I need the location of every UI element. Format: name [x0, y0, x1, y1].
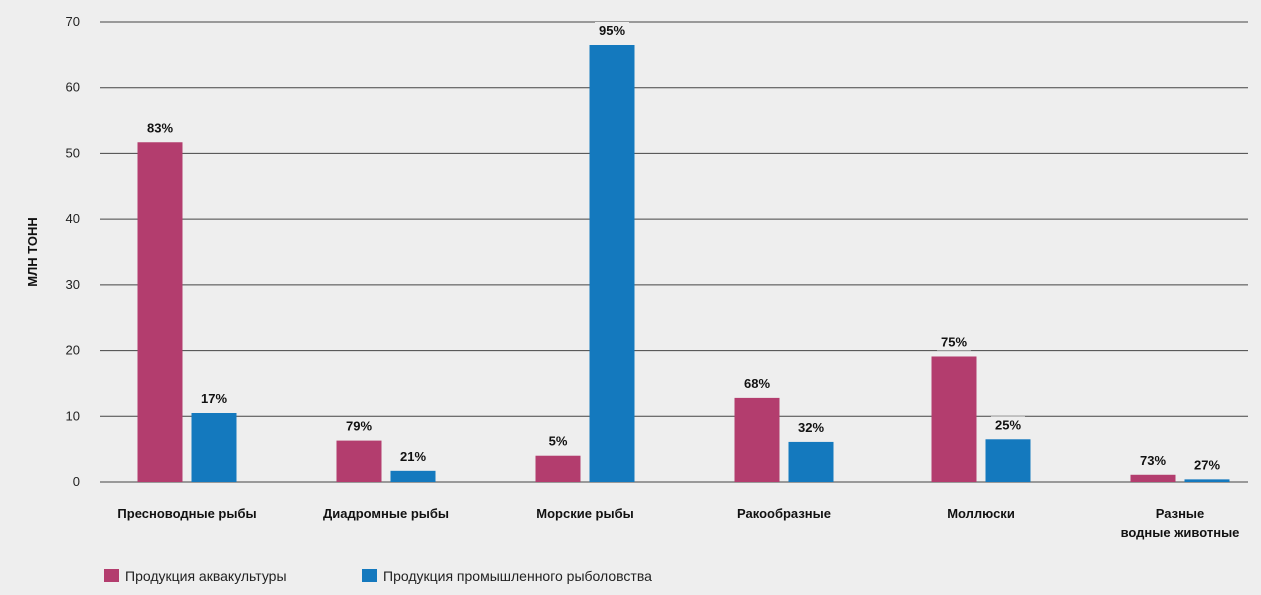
data-label-background: [143, 119, 177, 137]
data-label: 83%: [147, 120, 173, 135]
data-label-background: [794, 418, 828, 436]
y-tick-label: 10: [66, 408, 80, 423]
y-tick-label: 20: [66, 343, 80, 358]
y-tick-label: 70: [66, 14, 80, 29]
bar-aquaculture: [1130, 474, 1176, 482]
bar-capture: [390, 470, 436, 482]
bar-aquaculture: [931, 356, 977, 482]
data-label: 27%: [1194, 457, 1220, 472]
category-label: Морские рыбы: [536, 506, 633, 521]
data-label: 75%: [941, 334, 967, 349]
bar-capture: [191, 413, 237, 482]
legend-swatch-aquaculture: [104, 569, 119, 582]
data-label: 5%: [549, 434, 568, 449]
data-label: 21%: [400, 449, 426, 464]
y-tick-label: 60: [66, 80, 80, 95]
data-label: 79%: [346, 419, 372, 434]
data-label: 25%: [995, 417, 1021, 432]
bar-capture: [1184, 479, 1230, 482]
bar-capture: [788, 441, 834, 482]
data-label-background: [991, 416, 1025, 434]
y-axis-title: МЛН ТОНН: [25, 217, 40, 286]
data-label: 17%: [201, 391, 227, 406]
bar-aquaculture: [535, 455, 581, 482]
data-label-background: [545, 432, 571, 450]
legend-label: Продукция промышленного рыболовства: [383, 568, 652, 584]
bar-aquaculture: [336, 440, 382, 482]
bar-aquaculture: [734, 397, 780, 482]
category-label: Диадромные рыбы: [323, 506, 449, 521]
data-label-background: [1136, 451, 1170, 469]
data-label-background: [740, 374, 774, 392]
y-tick-label: 30: [66, 277, 80, 292]
data-label-background: [1190, 456, 1224, 474]
category-label: Разные: [1156, 506, 1205, 521]
y-tick-label: 40: [66, 211, 80, 226]
data-label: 32%: [798, 420, 824, 435]
bar-capture: [985, 439, 1031, 482]
data-label: 73%: [1140, 453, 1166, 468]
data-label-background: [342, 417, 376, 435]
y-tick-label: 50: [66, 145, 80, 160]
bar-aquaculture: [137, 142, 183, 482]
category-label: Пресноводные рыбы: [117, 506, 256, 521]
legend-swatch-capture: [362, 569, 377, 582]
y-tick-label: 0: [73, 474, 80, 489]
data-label-background: [197, 390, 231, 407]
data-label-background: [595, 22, 629, 39]
bar-capture: [589, 45, 635, 482]
category-label: водные животные: [1121, 525, 1240, 540]
category-label: Ракообразные: [737, 506, 831, 521]
category-label: Моллюски: [947, 506, 1015, 521]
data-label: 95%: [599, 23, 625, 38]
data-label: 68%: [744, 376, 770, 391]
data-label-background: [396, 447, 430, 465]
data-label-background: [937, 333, 971, 351]
legend-label: Продукция аквакультуры: [125, 568, 287, 584]
